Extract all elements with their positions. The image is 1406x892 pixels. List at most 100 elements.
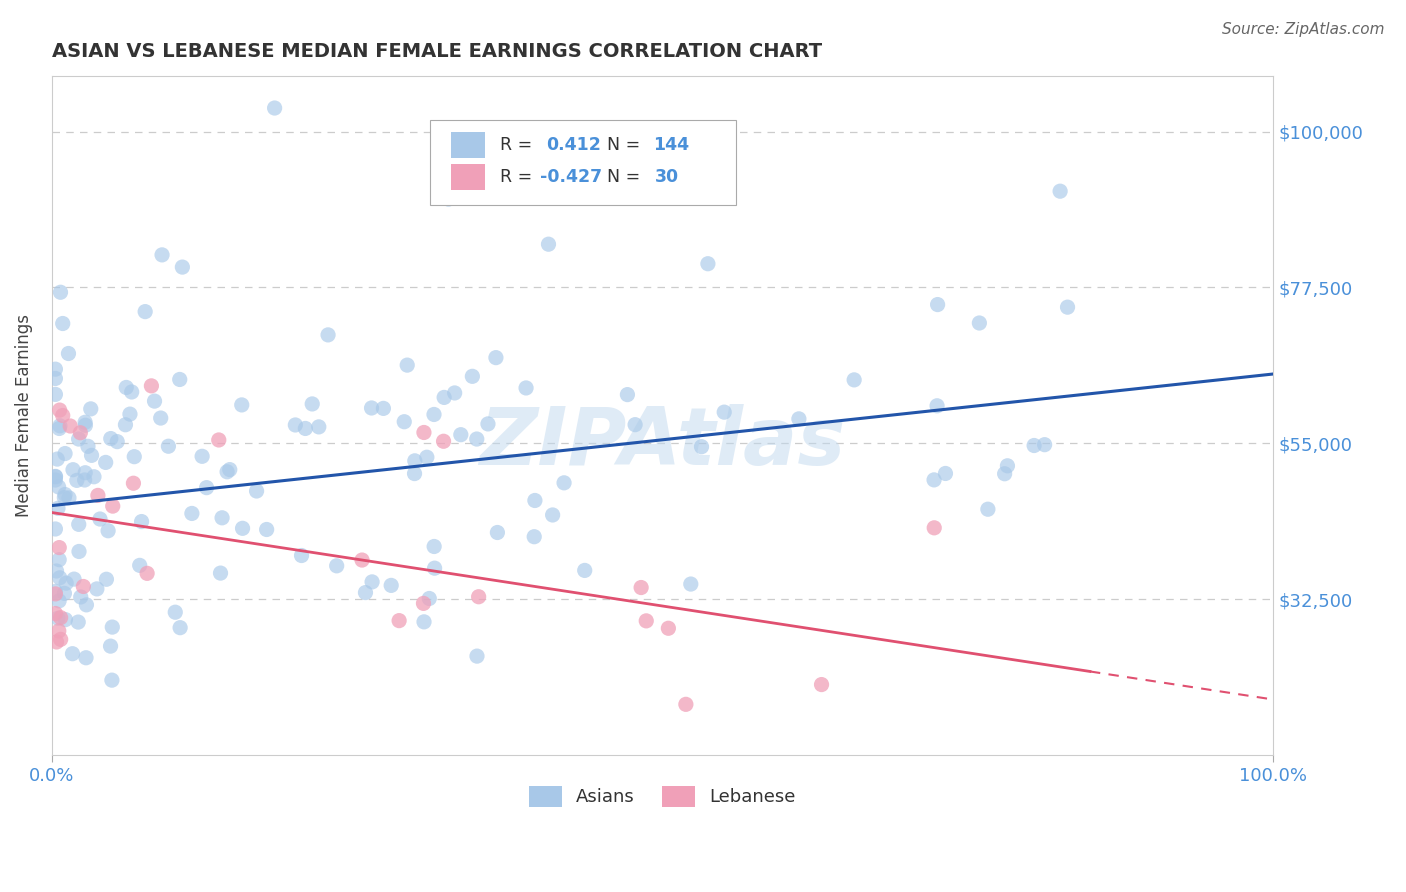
Point (301, 397, 323, 411)
Point (245, 483, 267, 498)
Point (53, 487, 76, 501)
Point (997, 458, 1019, 473)
Legend: Asians, Lebanese: Asians, Lebanese (522, 779, 803, 814)
Point (394, 415, 416, 429)
Point (172, 260, 194, 274)
Point (465, 649, 488, 664)
Point (101, 499, 124, 513)
Point (231, 398, 253, 412)
Point (450, 427, 472, 442)
Point (48, 421, 70, 435)
Point (143, 394, 166, 409)
Point (44, 473, 66, 487)
Point (44, 607, 66, 621)
Point (354, 585, 377, 599)
Point (360, 401, 382, 415)
Point (1024, 438, 1046, 452)
Point (523, 493, 546, 508)
Point (515, 381, 537, 395)
Point (49, 610, 72, 624)
Point (101, 620, 124, 634)
Point (290, 549, 312, 563)
Point (101, 673, 124, 687)
Point (713, 405, 735, 419)
Point (485, 351, 508, 365)
Point (69, 590, 91, 604)
Point (53, 586, 76, 600)
Point (44, 469, 66, 483)
Text: N =: N = (607, 168, 647, 186)
Point (423, 561, 446, 575)
Point (53, 491, 76, 505)
Point (679, 577, 702, 591)
Point (100, 639, 122, 653)
Point (45, 564, 67, 578)
Point (217, 465, 239, 479)
Point (416, 450, 439, 465)
Point (44, 362, 66, 376)
Point (418, 591, 440, 606)
Point (87, 488, 110, 502)
Point (1056, 300, 1078, 314)
Point (157, 439, 180, 453)
Point (49, 285, 72, 300)
Point (412, 596, 434, 610)
FancyBboxPatch shape (430, 120, 735, 205)
Point (541, 508, 564, 522)
Text: N =: N = (607, 136, 647, 153)
Point (218, 462, 240, 476)
Point (94, 455, 117, 469)
Point (114, 417, 136, 432)
Point (96, 572, 118, 586)
Point (325, 558, 347, 573)
Text: -0.427: -0.427 (540, 168, 602, 186)
Point (922, 473, 945, 487)
Point (128, 558, 150, 573)
Point (44, 371, 66, 385)
Point (396, 358, 419, 372)
Point (48, 552, 70, 566)
Point (48, 480, 70, 494)
Text: ZIPAtlas: ZIPAtlas (479, 404, 845, 482)
Point (67, 432, 90, 446)
Point (118, 407, 141, 421)
Bar (451, 164, 485, 189)
Point (465, 432, 488, 446)
Point (72, 579, 94, 593)
Point (232, 521, 254, 535)
Point (89, 512, 111, 526)
Text: 0.412: 0.412 (547, 136, 602, 153)
Text: ASIAN VS LEBANESE MEDIAN FEMALE EARNINGS CORRELATION CHART: ASIAN VS LEBANESE MEDIAN FEMALE EARNINGS… (52, 42, 823, 61)
Point (69, 425, 91, 440)
Text: Source: ZipAtlas.com: Source: ZipAtlas.com (1222, 22, 1385, 37)
Point (75, 466, 97, 480)
Point (77, 439, 100, 453)
Point (66, 474, 89, 488)
Point (350, 553, 373, 567)
Point (413, 615, 436, 629)
Point (256, 523, 278, 537)
Point (486, 525, 509, 540)
Point (75, 415, 97, 429)
Point (59, 419, 82, 434)
Text: 30: 30 (655, 168, 679, 186)
Point (62, 463, 84, 477)
Point (169, 621, 191, 635)
Point (636, 614, 658, 628)
Point (121, 384, 143, 399)
Point (423, 408, 446, 422)
Point (977, 502, 1000, 516)
Point (75, 598, 97, 612)
Point (131, 515, 153, 529)
Point (180, 507, 202, 521)
Point (690, 440, 713, 454)
Point (52, 409, 75, 423)
Point (423, 540, 446, 554)
Point (477, 417, 499, 431)
Point (574, 563, 596, 577)
Point (523, 530, 546, 544)
Point (67, 615, 90, 629)
Point (55, 576, 77, 591)
Point (165, 605, 187, 619)
Point (46, 501, 69, 516)
